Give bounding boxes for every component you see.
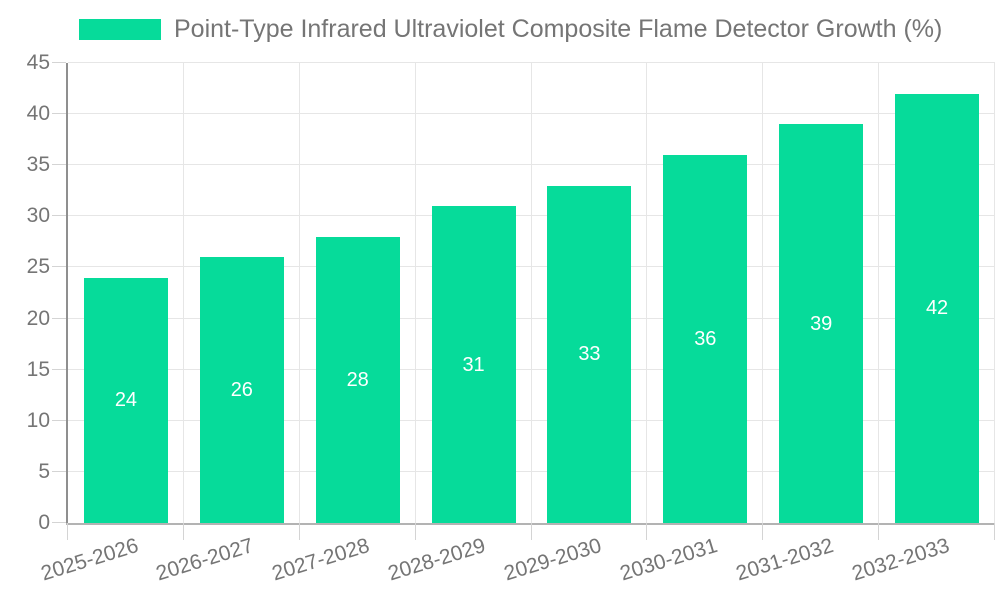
y-tick <box>52 62 66 63</box>
legend-swatch-icon[interactable] <box>79 19 161 40</box>
x-tick-label: 2026-2027 <box>153 534 257 586</box>
x-tick-label: 2031-2032 <box>733 534 836 586</box>
y-tick-label: 25 <box>26 255 50 279</box>
x-tick <box>994 523 995 540</box>
y-tick <box>52 419 66 421</box>
y-gridline <box>68 470 995 472</box>
x-tick <box>762 523 764 540</box>
bar-value-label: 36 <box>694 328 717 350</box>
y-gridline <box>68 368 995 370</box>
y-tick-label: 5 <box>38 459 50 483</box>
bar[interactable] <box>199 257 284 523</box>
y-gridline <box>68 62 995 63</box>
bar[interactable] <box>895 93 980 523</box>
x-gridline <box>762 63 764 523</box>
x-tick-label: 2025-2026 <box>37 534 141 586</box>
x-tick <box>646 523 648 540</box>
y-tick-label: 0 <box>38 511 50 534</box>
y-gridline <box>68 266 995 268</box>
x-tick <box>182 523 184 540</box>
y-tick-label: 35 <box>26 153 50 177</box>
legend[interactable]: Point-Type Infrared Ultraviolet Composit… <box>79 15 942 44</box>
x-tick <box>414 523 416 540</box>
bar[interactable] <box>547 185 632 523</box>
x-gridline <box>182 63 184 523</box>
x-gridline <box>530 63 532 523</box>
x-tick <box>67 523 68 540</box>
x-tick-label: 2032-2033 <box>849 534 952 586</box>
bar-value-label: 28 <box>346 368 369 391</box>
x-tick-label: 2030-2031 <box>617 534 721 586</box>
y-tick <box>52 470 66 472</box>
y-tick-label: 15 <box>26 357 50 381</box>
x-tick-label: 2027-2028 <box>269 534 373 586</box>
y-gridline <box>68 164 995 166</box>
x-gridline <box>298 63 300 523</box>
bar[interactable] <box>83 277 168 523</box>
y-gridline <box>68 113 995 115</box>
bar-value-label: 26 <box>230 379 253 402</box>
x-gridline <box>994 63 995 523</box>
bar-value-label: 31 <box>462 353 485 376</box>
x-tick <box>530 523 532 540</box>
y-gridline <box>68 215 995 217</box>
y-tick-label: 20 <box>26 306 50 330</box>
bar[interactable] <box>431 206 516 523</box>
y-tick <box>52 522 66 523</box>
y-tick-label: 45 <box>26 51 50 74</box>
y-tick <box>52 317 66 319</box>
x-gridline <box>646 63 648 523</box>
bar[interactable] <box>663 155 748 523</box>
y-tick-label: 10 <box>26 408 50 432</box>
y-gridline <box>68 419 995 421</box>
x-gridline <box>878 63 880 523</box>
y-tick <box>52 266 66 268</box>
y-gridline <box>68 317 995 319</box>
y-tick <box>52 164 66 166</box>
y-tick-label: 30 <box>26 204 50 228</box>
y-tick <box>52 113 66 115</box>
y-tick-label: 40 <box>26 102 50 126</box>
x-tick-label: 2028-2029 <box>385 534 489 586</box>
bar[interactable] <box>315 236 400 523</box>
bar-value-label: 33 <box>578 343 601 366</box>
y-axis-line <box>66 63 68 523</box>
x-tick-label: 2029-2030 <box>501 534 605 586</box>
bar-value-label: 42 <box>925 297 949 320</box>
legend-label: Point-Type Infrared Ultraviolet Composit… <box>174 15 943 43</box>
x-tick <box>298 523 300 540</box>
bar[interactable] <box>779 124 864 523</box>
x-gridline <box>414 63 416 523</box>
bar-value-label: 24 <box>114 389 138 412</box>
x-tick <box>878 523 880 540</box>
y-tick <box>52 215 66 217</box>
bar-value-label: 39 <box>810 312 833 335</box>
y-tick <box>52 368 66 370</box>
